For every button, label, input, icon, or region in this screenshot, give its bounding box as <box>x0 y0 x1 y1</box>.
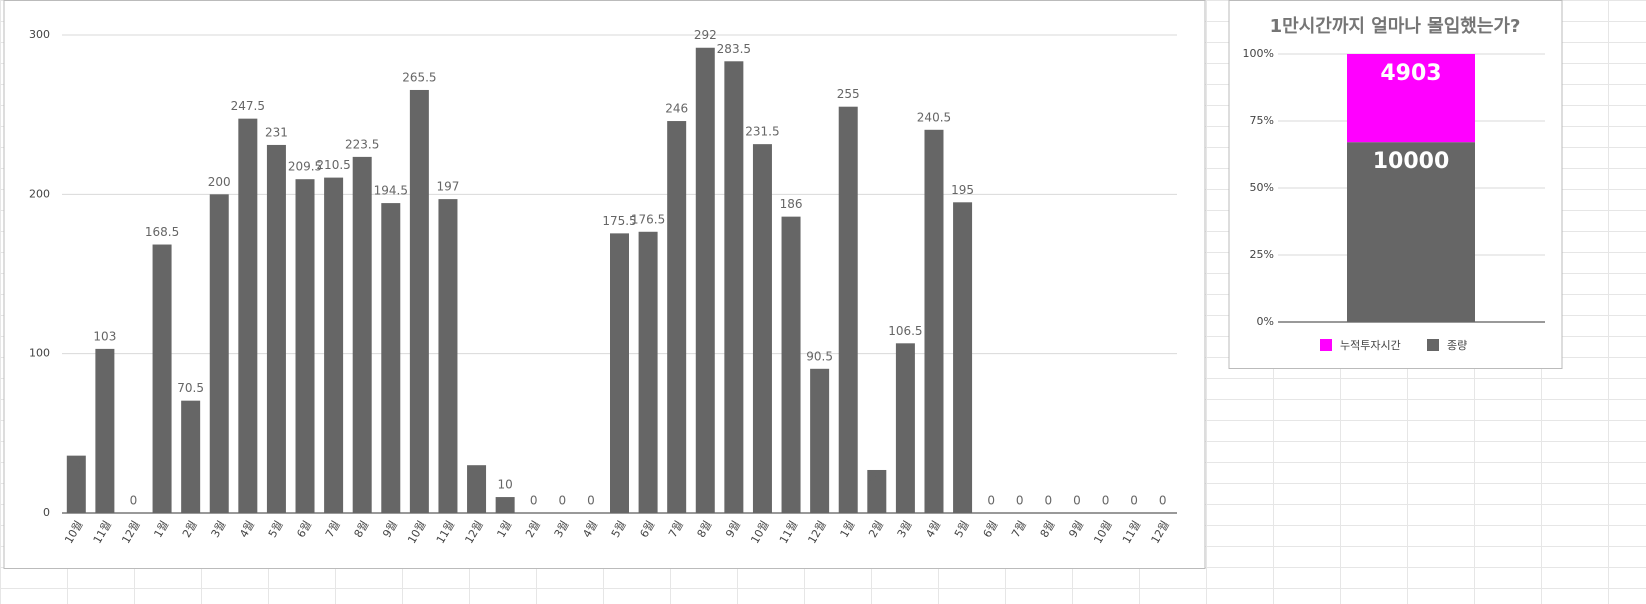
y-tick-label: 300 <box>29 28 50 41</box>
bar <box>781 216 801 513</box>
data-label: 195 <box>951 183 974 197</box>
data-label: 36 <box>68 458 85 472</box>
data-label: 0 <box>559 494 567 508</box>
bar-segment <box>1347 54 1475 143</box>
y-tick-label: 100% <box>1243 47 1274 60</box>
legend-swatch <box>1320 339 1332 351</box>
data-label: 0 <box>1130 494 1138 508</box>
data-label: 0 <box>1159 494 1167 508</box>
y-tick-label: 75% <box>1250 114 1274 127</box>
data-label: 175.5 <box>602 214 636 228</box>
bar <box>266 144 286 513</box>
chart-frame <box>3 0 1206 569</box>
legend-swatch <box>1427 339 1439 351</box>
data-label: 231.5 <box>745 125 779 139</box>
data-label: 10 <box>498 478 513 492</box>
data-label: 0 <box>587 494 595 508</box>
bar <box>381 203 401 513</box>
bar <box>66 455 86 513</box>
data-label: 223.5 <box>345 137 379 151</box>
data-label: 194.5 <box>374 184 408 198</box>
data-label: 70.5 <box>177 381 204 395</box>
data-label: 186 <box>780 197 803 211</box>
y-tick-label: 25% <box>1250 248 1274 261</box>
bar <box>638 231 658 513</box>
bar-segment <box>1347 142 1475 322</box>
bar <box>352 156 372 513</box>
bar <box>610 233 629 513</box>
data-label: 176.5 <box>631 212 665 226</box>
y-tick-label: 50% <box>1250 181 1274 194</box>
data-label: 0 <box>530 494 538 508</box>
bar <box>838 106 858 513</box>
data-label: 30 <box>468 468 485 482</box>
y-tick-label: 200 <box>29 187 50 200</box>
data-label: 0 <box>1102 494 1110 508</box>
data-label: 283.5 <box>717 42 751 56</box>
data-label: 210.5 <box>316 158 350 172</box>
bar <box>495 497 515 513</box>
data-label: 292 <box>694 28 717 42</box>
bar <box>467 465 487 513</box>
bar <box>152 244 172 514</box>
data-label: 0 <box>1073 494 1081 508</box>
legend-label: 종량 <box>1447 339 1467 352</box>
bar <box>667 121 687 513</box>
data-label: 4903 <box>1380 61 1441 86</box>
bar <box>438 199 458 513</box>
y-tick-label: 0 <box>43 506 50 519</box>
data-label: 103 <box>93 329 116 343</box>
bar <box>895 343 915 513</box>
bar <box>810 368 830 513</box>
chart-title: 1만시간까지 얼마나 몰입했는가? <box>1270 15 1521 37</box>
data-label: 0 <box>987 494 995 508</box>
bar <box>724 61 744 513</box>
data-label: 265.5 <box>402 70 436 84</box>
data-label: 197 <box>437 180 460 194</box>
legend-label: 누적투자시간 <box>1340 339 1401 352</box>
bar <box>953 202 973 514</box>
bar <box>295 179 315 514</box>
data-label: 247.5 <box>231 99 265 113</box>
y-tick-label: 0% <box>1257 315 1274 328</box>
data-label: 90.5 <box>806 349 833 363</box>
bar <box>95 348 115 513</box>
data-label: 10000 <box>1373 149 1450 174</box>
data-label: 200 <box>208 175 231 189</box>
data-label: 0 <box>130 494 138 508</box>
bar <box>181 400 201 513</box>
bar <box>867 469 887 513</box>
bar <box>324 177 344 513</box>
data-label: 246 <box>665 102 688 116</box>
data-label: 0 <box>1016 494 1024 508</box>
bar <box>238 118 258 514</box>
bar <box>752 144 772 514</box>
bar <box>409 89 429 513</box>
data-label: 209.5 <box>288 160 322 174</box>
bar <box>209 194 229 514</box>
data-label: 0 <box>1045 494 1053 508</box>
data-label: 255 <box>837 87 860 101</box>
data-label: 240.5 <box>917 110 951 124</box>
y-tick-label: 100 <box>29 347 50 360</box>
data-label: 231 <box>265 125 288 139</box>
bar <box>695 47 715 513</box>
data-label: 168.5 <box>145 225 179 239</box>
data-label: 27 <box>868 472 885 486</box>
data-label: 106.5 <box>888 324 922 338</box>
bar <box>924 129 944 513</box>
